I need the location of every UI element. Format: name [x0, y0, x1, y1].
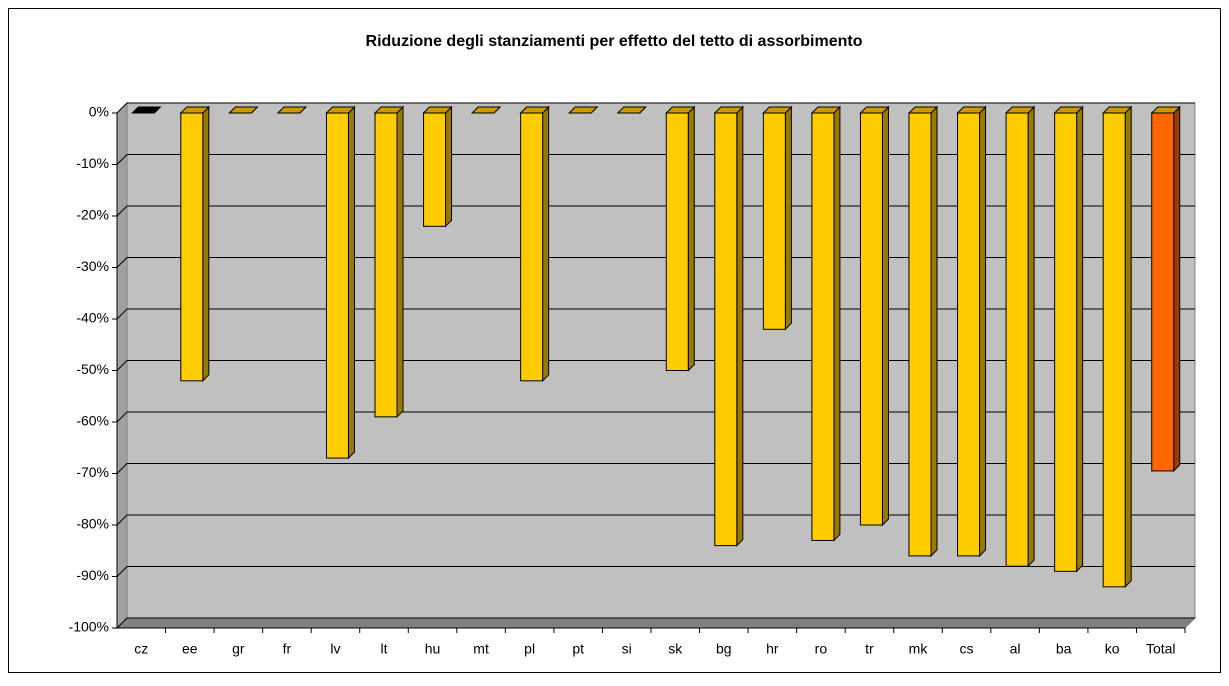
bar-top	[519, 106, 550, 114]
bar-top	[1150, 106, 1181, 114]
bar-top	[810, 106, 842, 114]
x-tick-label: ro	[815, 641, 828, 657]
bar-top	[422, 106, 453, 114]
bar	[811, 112, 835, 541]
y-tick-label: -80%	[76, 516, 109, 532]
x-tick-label: ee	[182, 641, 198, 657]
x-tick-label: ba	[1056, 641, 1072, 657]
bar-side	[784, 105, 792, 331]
bar	[520, 112, 544, 382]
bar	[762, 112, 786, 330]
x-tick-label: cz	[134, 641, 148, 657]
bar-side	[1076, 105, 1084, 573]
x-tick-label: mt	[473, 641, 489, 657]
bar-top	[1004, 106, 1036, 114]
x-tick-label: ko	[1105, 641, 1120, 657]
grid-line	[116, 617, 1195, 629]
y-tick-label: -30%	[76, 258, 109, 274]
bar-side	[833, 105, 841, 542]
bar-side	[930, 105, 938, 558]
x-tick-label: al	[1010, 641, 1021, 657]
y-tick-label: 0%	[89, 104, 109, 120]
y-tick-label: -20%	[76, 207, 109, 223]
y-tick-label: -60%	[76, 413, 109, 429]
x-tick-label: si	[622, 641, 632, 657]
x-tick-label: cs	[960, 641, 974, 657]
y-tick-label: -10%	[76, 155, 109, 171]
bar	[1151, 112, 1175, 472]
bar-top	[1053, 106, 1084, 114]
bar	[957, 112, 981, 557]
bar-top	[956, 106, 987, 114]
bar-side	[1124, 105, 1132, 589]
bar-side	[736, 105, 744, 547]
bar-top	[713, 106, 745, 114]
x-tick-label: mk	[909, 641, 929, 657]
x-tick-label: hr	[766, 641, 779, 657]
x-tick-label: lt	[381, 641, 388, 657]
bar	[1005, 112, 1029, 567]
x-tick-label: sk	[668, 641, 683, 657]
bar	[423, 112, 447, 227]
y-tick-label: -50%	[76, 361, 109, 377]
bar-side	[542, 105, 550, 383]
bar-top	[228, 106, 259, 114]
bar	[374, 112, 398, 418]
bar-top	[276, 106, 308, 114]
y-tick-label: -90%	[76, 567, 109, 583]
bar-top	[907, 106, 939, 114]
bar-top	[1101, 106, 1133, 114]
bar-top	[131, 106, 162, 114]
bar-side	[687, 105, 695, 372]
chart-title: Riduzione degli stanziamenti per effetto…	[366, 33, 863, 50]
y-tick-label: -70%	[76, 464, 109, 480]
bar-top	[325, 106, 356, 114]
floor	[115, 617, 1197, 629]
bar-top	[762, 106, 793, 114]
bar	[859, 112, 883, 526]
bar-side	[202, 105, 210, 383]
bar	[180, 112, 204, 382]
bar-top	[567, 106, 599, 114]
y-tick-label: -40%	[76, 310, 109, 326]
bar-top	[179, 106, 211, 114]
x-tick-label: pt	[572, 641, 584, 657]
bar-top	[859, 106, 890, 114]
bar-top	[665, 106, 696, 114]
grid-line	[116, 566, 1195, 577]
x-tick-label: fr	[283, 641, 292, 657]
x-tick-label: pl	[524, 641, 535, 657]
bar	[665, 112, 689, 371]
bar-side	[347, 105, 355, 460]
x-tick-label: hu	[425, 641, 441, 657]
bar	[1054, 112, 1078, 572]
bar	[908, 112, 932, 557]
grid-line	[116, 102, 1195, 114]
x-tick-label: gr	[232, 641, 245, 657]
bar-side	[445, 105, 453, 228]
bar-top	[616, 106, 647, 114]
x-tick-label: lv	[330, 641, 340, 657]
bar	[714, 112, 738, 547]
bar-side	[1173, 105, 1181, 473]
x-tick-label: bg	[716, 641, 732, 657]
bar-side	[396, 105, 404, 419]
bar-side	[881, 105, 889, 527]
bar-side	[1027, 105, 1035, 568]
y-tick-label: -100%	[69, 619, 109, 635]
bar	[1102, 112, 1126, 588]
bar-side	[979, 105, 987, 558]
x-tick-label: Total	[1146, 641, 1176, 657]
bar	[325, 112, 349, 459]
x-tick-label: tr	[865, 641, 874, 657]
bar-top	[373, 106, 405, 114]
bar-top	[470, 106, 502, 114]
